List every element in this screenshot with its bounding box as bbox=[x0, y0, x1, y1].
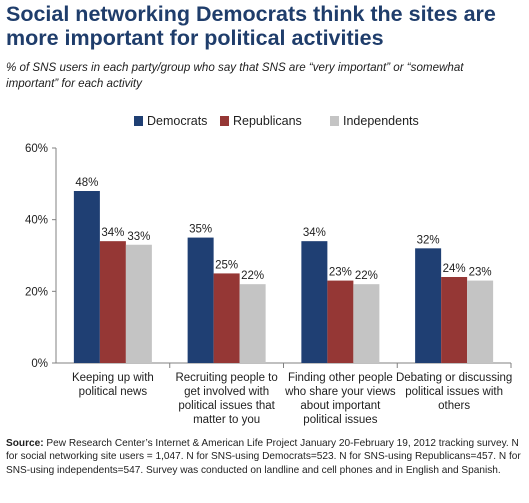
bar-independents bbox=[239, 284, 266, 363]
bar-republicans bbox=[441, 277, 468, 363]
bar-value-label: 34% bbox=[303, 227, 326, 239]
bar-value-label: 33% bbox=[127, 231, 150, 243]
x-category-label: Recruiting people to bbox=[175, 372, 277, 384]
legend-label-republicans: Republicans bbox=[233, 114, 302, 128]
bar-democrats bbox=[415, 248, 442, 363]
source-label: Source: bbox=[6, 438, 44, 449]
legend-label-independents: Independents bbox=[343, 114, 419, 128]
x-category-label: who share your views bbox=[284, 386, 396, 398]
bar-independents bbox=[125, 244, 152, 363]
x-category-label: political issues bbox=[303, 414, 377, 426]
x-category-label: others bbox=[438, 400, 470, 412]
bar-value-label: 22% bbox=[241, 270, 264, 282]
source-note: Source: Pew Research Center’s Internet &… bbox=[6, 437, 526, 477]
x-category-label: matter to you bbox=[193, 414, 260, 426]
bar-republicans bbox=[213, 273, 240, 363]
y-tick-label: 60% bbox=[25, 143, 48, 155]
y-tick-label: 40% bbox=[25, 215, 48, 227]
legend-swatch-republicans bbox=[220, 116, 229, 126]
bar-value-label: 23% bbox=[329, 267, 352, 279]
bar-value-label: 32% bbox=[417, 234, 440, 246]
x-category-label: get involved with bbox=[184, 386, 269, 398]
x-category-label: Finding other people bbox=[288, 372, 393, 384]
bar-value-label: 24% bbox=[443, 263, 466, 275]
legend-label-democrats: Democrats bbox=[147, 114, 207, 128]
x-category-label: Debating or discussing bbox=[396, 372, 512, 384]
bar-democrats bbox=[73, 191, 100, 363]
bar-value-label: 34% bbox=[101, 227, 124, 239]
bar-democrats bbox=[187, 237, 214, 363]
bar-republicans bbox=[327, 280, 354, 363]
bar-republicans bbox=[99, 241, 126, 363]
chart-subtitle: % of SNS users in each party/group who s… bbox=[6, 61, 464, 90]
chart-title: Social networking Democrats think the si… bbox=[6, 2, 496, 50]
x-category-label: political issues with bbox=[405, 386, 503, 398]
legend-swatch-democrats bbox=[134, 116, 143, 126]
x-category-label: Keeping up with bbox=[72, 372, 154, 384]
legend-swatch-independents bbox=[330, 116, 339, 126]
source-text: Pew Research Center’s Internet & America… bbox=[6, 438, 521, 476]
bar-value-label: 35% bbox=[189, 224, 212, 236]
bar-chart: Democrats Republicans Independents 0% 20% 40%… bbox=[25, 114, 512, 426]
x-category-label: political news bbox=[79, 386, 148, 398]
bar-value-label: 23% bbox=[469, 267, 492, 279]
x-category-label: about important bbox=[300, 400, 381, 412]
bar-value-label: 22% bbox=[355, 270, 378, 282]
bar-independents bbox=[467, 280, 494, 363]
bar-value-label: 25% bbox=[215, 259, 238, 271]
y-tick-label: 20% bbox=[25, 286, 48, 298]
bar-independents bbox=[353, 284, 380, 363]
bar-democrats bbox=[301, 241, 328, 363]
x-category-label: political issues that bbox=[178, 400, 275, 412]
bar-value-label: 48% bbox=[75, 177, 98, 189]
y-tick-label: 0% bbox=[31, 358, 48, 370]
